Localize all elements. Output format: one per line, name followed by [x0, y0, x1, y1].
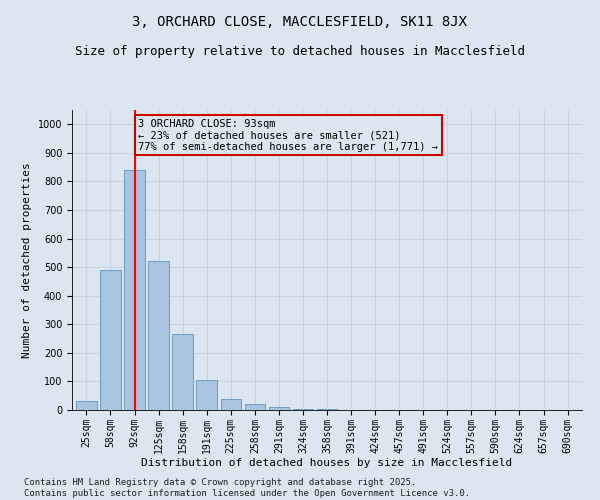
Bar: [293, 409, 313, 410]
Bar: [172, 334, 193, 410]
Bar: [76, 402, 97, 410]
Text: Size of property relative to detached houses in Macclesfield: Size of property relative to detached ho…: [75, 45, 525, 58]
Bar: [245, 404, 265, 410]
Bar: [196, 380, 217, 410]
Text: Contains HM Land Registry data © Crown copyright and database right 2025.
Contai: Contains HM Land Registry data © Crown c…: [24, 478, 470, 498]
Bar: [100, 270, 121, 410]
X-axis label: Distribution of detached houses by size in Macclesfield: Distribution of detached houses by size …: [142, 458, 512, 468]
Bar: [148, 262, 169, 410]
Bar: [221, 398, 241, 410]
Bar: [269, 407, 289, 410]
Bar: [124, 170, 145, 410]
Y-axis label: Number of detached properties: Number of detached properties: [22, 162, 32, 358]
Text: 3 ORCHARD CLOSE: 93sqm
← 23% of detached houses are smaller (521)
77% of semi-de: 3 ORCHARD CLOSE: 93sqm ← 23% of detached…: [138, 118, 438, 152]
Text: 3, ORCHARD CLOSE, MACCLESFIELD, SK11 8JX: 3, ORCHARD CLOSE, MACCLESFIELD, SK11 8JX: [133, 15, 467, 29]
